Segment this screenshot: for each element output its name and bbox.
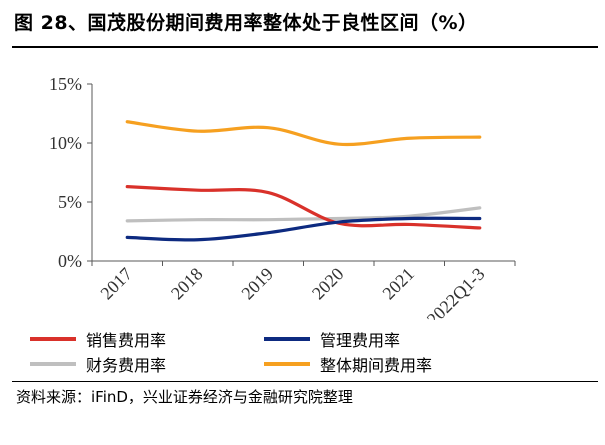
legend-swatch-sales [30,337,76,341]
legend-label-finance: 财务费用率 [86,356,167,375]
legend-item-finance: 财务费用率 [30,352,166,376]
y-tick-label: 10% [49,133,82,153]
tick-labels: 0% 5% 10% 15% 2017 2018 2019 2020 2021 2022Q1-3 [49,74,489,320]
legend-swatch-admin [264,337,310,341]
source-note: 资料来源：iFinD，兴业证券经济与金融研究院整理 [16,388,353,406]
series-line-admin [125,216,482,242]
y-tick-label: 0% [58,251,82,271]
title-rule [12,46,598,48]
legend-swatch-total [264,362,310,366]
series-line-finance [125,206,482,223]
y-tick-label: 15% [49,74,82,94]
axes [87,83,516,266]
legend-item-admin: 管理费用率 [264,327,400,351]
line-chart: 0% 5% 10% 15% 2017 2018 2019 2020 2021 2022Q1-3 [49,74,516,320]
x-tick-label: 2022Q1-3 [423,264,489,320]
series-line-total [125,120,482,147]
legend-label-sales: 销售费用率 [86,331,167,350]
legend-item-sales: 销售费用率 [30,327,166,351]
x-tick-label: 2020 [308,264,348,304]
source-rule [12,381,598,382]
x-tick-label: 2019 [237,264,277,304]
y-tick-label: 5% [58,192,82,212]
x-tick-label: 2021 [378,264,418,304]
x-tick-label: 2018 [167,264,207,304]
legend-label-admin: 管理费用率 [320,331,401,350]
legend-label-total: 整体期间费用率 [320,356,433,375]
x-tick-label: 2017 [96,264,136,304]
legend-item-total: 整体期间费用率 [264,352,432,376]
chart-title: 图 28、国茂股份期间费用率整体处于良性区间（%） [14,12,478,34]
legend-swatch-finance [30,362,76,366]
legend: 销售费用率 管理费用率 财务费用率 整体期间费用率 [22,322,582,376]
series-lines [125,120,482,242]
series-line-sales [125,185,482,230]
